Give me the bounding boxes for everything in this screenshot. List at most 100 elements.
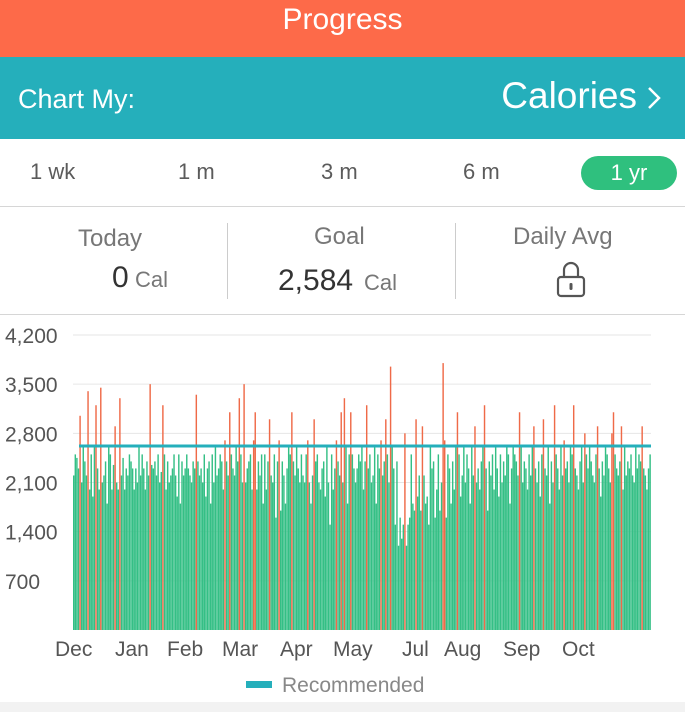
chart-bar [289,454,291,630]
chart-bar [603,475,605,630]
chart-bar [152,468,155,630]
chart-bar [490,475,492,630]
chart-bar [537,461,540,630]
chart-bar [407,524,409,630]
chart-bar [131,468,134,630]
x-tick-label: Dec [55,638,92,661]
chart-bar [501,482,503,630]
chart-bar [295,447,298,630]
chart-bar [565,468,567,630]
chart-bar [514,454,516,630]
chart-bar [569,447,572,630]
chart-bar [96,468,99,630]
chart-bar [284,503,287,630]
chart-bar [579,461,581,630]
lock-icon[interactable] [556,260,586,298]
chart-bar [641,426,643,630]
chart-bar [474,426,476,630]
chart-bar [444,440,446,630]
chart-bar [396,461,398,630]
chart-bar [315,461,317,630]
chart-selector[interactable]: Chart My: Calories [0,57,685,139]
chart-bar [542,419,545,630]
chart-bar [335,440,338,630]
chart-bar [512,447,514,630]
chart-bar [276,461,279,630]
chart-metric-value[interactable]: Calories [501,75,637,116]
chart-bar [534,468,537,630]
chart-bar [399,517,401,630]
chart-bar [147,475,150,630]
chart-bar [85,475,88,630]
chart-bar [426,496,428,630]
goal-unit: Cal [364,270,398,295]
chart-bar [217,468,220,630]
chart-bar [259,475,261,630]
chart-bar [606,454,608,630]
range-6m[interactable]: 6 m [463,159,500,184]
chart-bar [179,503,182,630]
y-tick-label: 3,500 [5,374,58,397]
chevron-right-icon[interactable] [641,85,667,111]
chart-bar [190,482,193,630]
chart-bar [225,461,228,630]
chart-bar [128,454,131,630]
header-bar: Progress [0,0,685,57]
chart-bar [305,454,307,630]
chart-bar [434,517,436,630]
chart-bar [628,468,631,630]
chart-bar [480,461,483,630]
stats-divider [455,223,456,299]
chart-bar [206,468,209,630]
range-1wk[interactable]: 1 wk [30,159,76,184]
chart-bar [582,482,584,630]
chart-bar [461,475,463,630]
chart-bar [373,447,376,630]
chart-bar [300,454,303,630]
chart-bar [143,468,145,630]
chart-bar [451,461,454,630]
chart-bar [287,447,290,630]
chart-bar [423,475,425,630]
range-1m[interactable]: 1 m [178,159,215,184]
chart-bar [627,461,629,630]
chart-bar [466,454,468,630]
chart-bar [391,447,393,630]
chart-bar [201,482,204,630]
chart-bar [256,489,258,630]
chart-bar [356,468,358,630]
chart-bar [281,461,284,630]
chart-bar [558,489,561,630]
chart-bar [485,468,487,630]
x-tick-label: Jan [115,638,149,661]
chart-bar [275,517,277,630]
chart-bar [251,489,253,630]
chart-my-label: Chart My: [18,84,136,114]
chart-bar [636,468,639,630]
chart-bar [354,482,357,630]
daily-avg-label: Daily Avg [513,223,613,250]
chart-bar [104,461,107,630]
chart-bar [453,489,455,630]
chart-bar [330,454,333,630]
chart-bar [197,461,199,630]
chart-bar [240,454,242,630]
range-1yr[interactable]: 1 yr [581,156,677,190]
chart-bar [144,489,147,630]
chart-bar [625,475,627,630]
chart-bar [528,454,530,630]
chart-bar [286,468,288,630]
chart-bar [76,457,78,630]
chart-bar [638,454,640,630]
chart-bar [342,482,344,630]
chart-bar [80,482,83,630]
chart-bar [643,468,645,630]
chart-bar [541,454,543,630]
chart-bar [122,457,124,630]
chart-bar [445,517,448,630]
range-3m[interactable]: 3 m [321,159,358,184]
chart-bar [420,510,422,630]
chart-bar [299,482,301,630]
chart-bar [385,419,387,630]
chart-bar [386,454,389,630]
